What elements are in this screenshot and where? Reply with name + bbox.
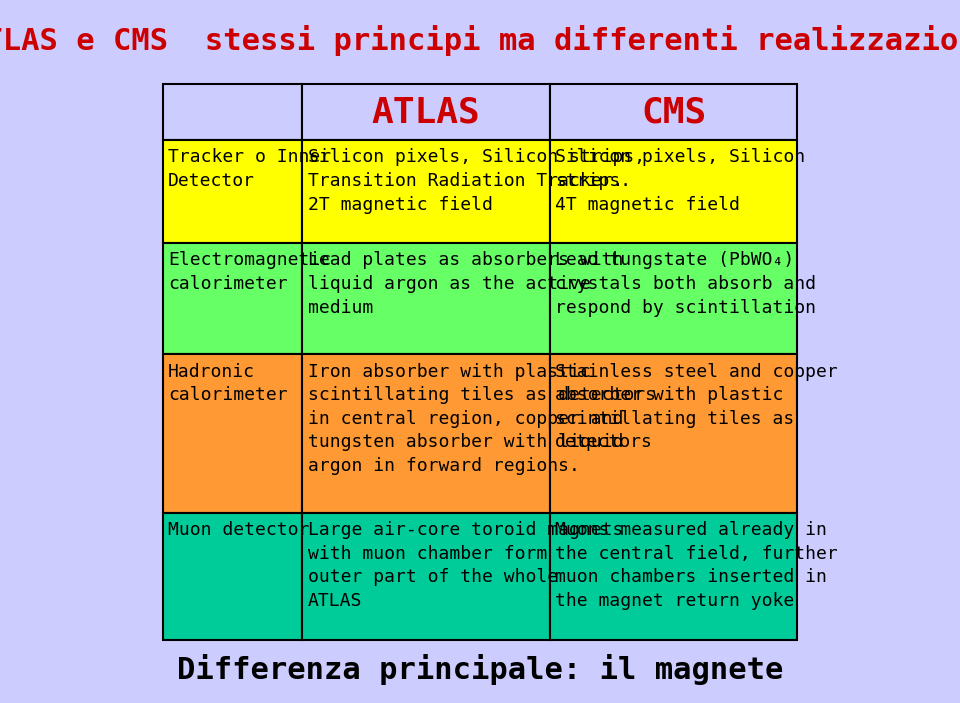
Bar — [550, 243, 797, 354]
Text: Silicon pixels, Silicon
strips.
4T magnetic field: Silicon pixels, Silicon strips. 4T magne… — [555, 148, 805, 214]
Bar — [163, 512, 302, 640]
Bar — [302, 512, 550, 640]
Text: Muons measured already in
the central field, further
muon chambers inserted in
t: Muons measured already in the central fi… — [555, 521, 838, 610]
Text: Stainless steel and copper
absorber with plastic
scintillating tiles as
detector: Stainless steel and copper absorber with… — [555, 363, 838, 451]
Bar — [163, 354, 302, 512]
Bar — [302, 140, 550, 243]
Bar — [550, 84, 797, 140]
Bar — [302, 243, 550, 354]
Bar — [302, 84, 550, 140]
Bar — [550, 140, 797, 243]
Text: Large air-core toroid magnets
with muon chamber form
outer part of the whole
ATL: Large air-core toroid magnets with muon … — [308, 521, 623, 610]
Text: Lead plates as absorbers with
liquid argon as the active
medium: Lead plates as absorbers with liquid arg… — [308, 252, 623, 316]
Text: ATLAS e CMS  stessi principi ma differenti realizzazioni: ATLAS e CMS stessi principi ma different… — [0, 25, 960, 56]
Text: ATLAS: ATLAS — [372, 95, 480, 129]
Text: Differenza principale: il magnete: Differenza principale: il magnete — [177, 654, 783, 685]
Text: Silicon pixels, Silicon strips,
Transition Radiation Tracker.
2T magnetic field: Silicon pixels, Silicon strips, Transiti… — [308, 148, 645, 214]
Bar — [302, 354, 550, 512]
Bar — [550, 354, 797, 512]
Text: Muon detector: Muon detector — [168, 521, 309, 539]
Text: CMS: CMS — [641, 95, 707, 129]
Text: Iron absorber with plastic
scintillating tiles as detectors
in central region, c: Iron absorber with plastic scintillating… — [308, 363, 656, 475]
Bar — [163, 243, 302, 354]
Text: Electromagnetic
calorimeter: Electromagnetic calorimeter — [168, 252, 331, 293]
Text: Lead tungstate (PbWO₄)
crystals both absorb and
respond by scintillation: Lead tungstate (PbWO₄) crystals both abs… — [555, 252, 816, 316]
Bar — [163, 84, 302, 140]
Text: Hadronic
calorimeter: Hadronic calorimeter — [168, 363, 288, 404]
Bar — [550, 512, 797, 640]
Text: Tracker o Inner
Detector: Tracker o Inner Detector — [168, 148, 331, 190]
Bar — [163, 140, 302, 243]
